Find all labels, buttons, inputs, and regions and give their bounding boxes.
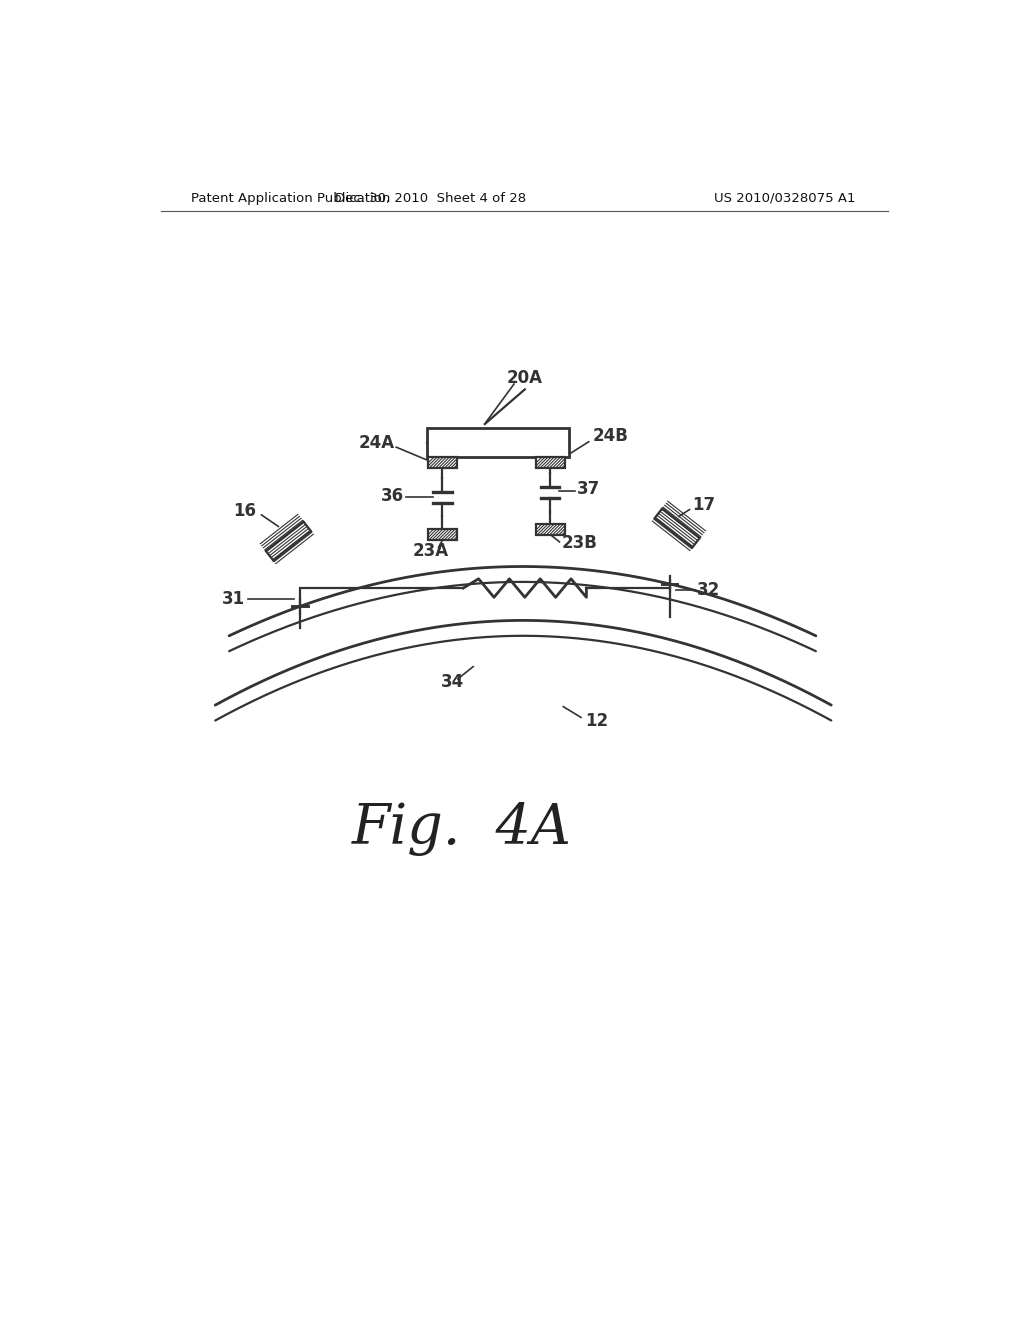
Bar (428, 457, 457, 469)
Bar (428, 529, 457, 540)
Text: 20A: 20A (507, 368, 543, 387)
Text: Fig.  4A: Fig. 4A (351, 801, 571, 855)
Bar (536, 524, 565, 535)
Text: 12: 12 (585, 711, 608, 730)
Text: 31: 31 (221, 590, 245, 607)
Text: 37: 37 (578, 480, 600, 499)
Text: Patent Application Publication: Patent Application Publication (190, 191, 390, 205)
Text: 23A: 23A (413, 543, 449, 560)
Text: 24B: 24B (593, 426, 629, 445)
Text: 24A: 24A (358, 434, 395, 453)
Text: Dec. 30, 2010  Sheet 4 of 28: Dec. 30, 2010 Sheet 4 of 28 (335, 191, 526, 205)
Text: 16: 16 (233, 502, 256, 520)
Text: 36: 36 (381, 487, 403, 504)
Text: 17: 17 (692, 496, 716, 513)
Bar (536, 457, 565, 469)
Polygon shape (654, 508, 699, 548)
Text: 23B: 23B (562, 535, 598, 552)
Bar (427, 428, 569, 457)
Text: 34: 34 (440, 673, 464, 690)
Text: 32: 32 (697, 581, 721, 598)
Polygon shape (266, 521, 311, 561)
Text: US 2010/0328075 A1: US 2010/0328075 A1 (715, 191, 856, 205)
